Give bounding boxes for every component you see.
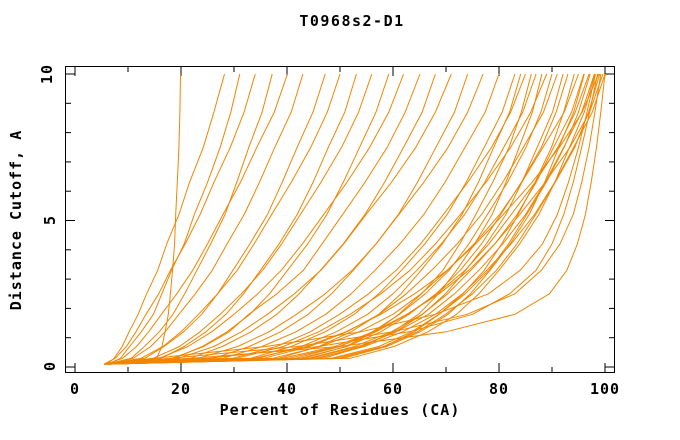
- x-tick-label-80: 80: [488, 380, 510, 398]
- x-tick-label-60: 60: [382, 380, 404, 398]
- y-axis-title: Distance Cutoff, A: [7, 129, 25, 311]
- x-tick-label-40: 40: [276, 380, 298, 398]
- y-tick-label-10: 10: [38, 63, 56, 85]
- y-tick-label-0: 0: [41, 360, 59, 372]
- plot-area: [65, 66, 615, 373]
- x-tick-label-0: 0: [69, 380, 81, 398]
- x-axis-title: Percent of Residues (CA): [219, 401, 461, 419]
- x-tick-label-100: 100: [589, 380, 621, 398]
- y-tick-label-5: 5: [41, 214, 59, 226]
- x-tick-label-20: 20: [170, 380, 192, 398]
- chart-title: T0968s2-D1: [299, 12, 405, 30]
- plot-frame: [65, 66, 615, 373]
